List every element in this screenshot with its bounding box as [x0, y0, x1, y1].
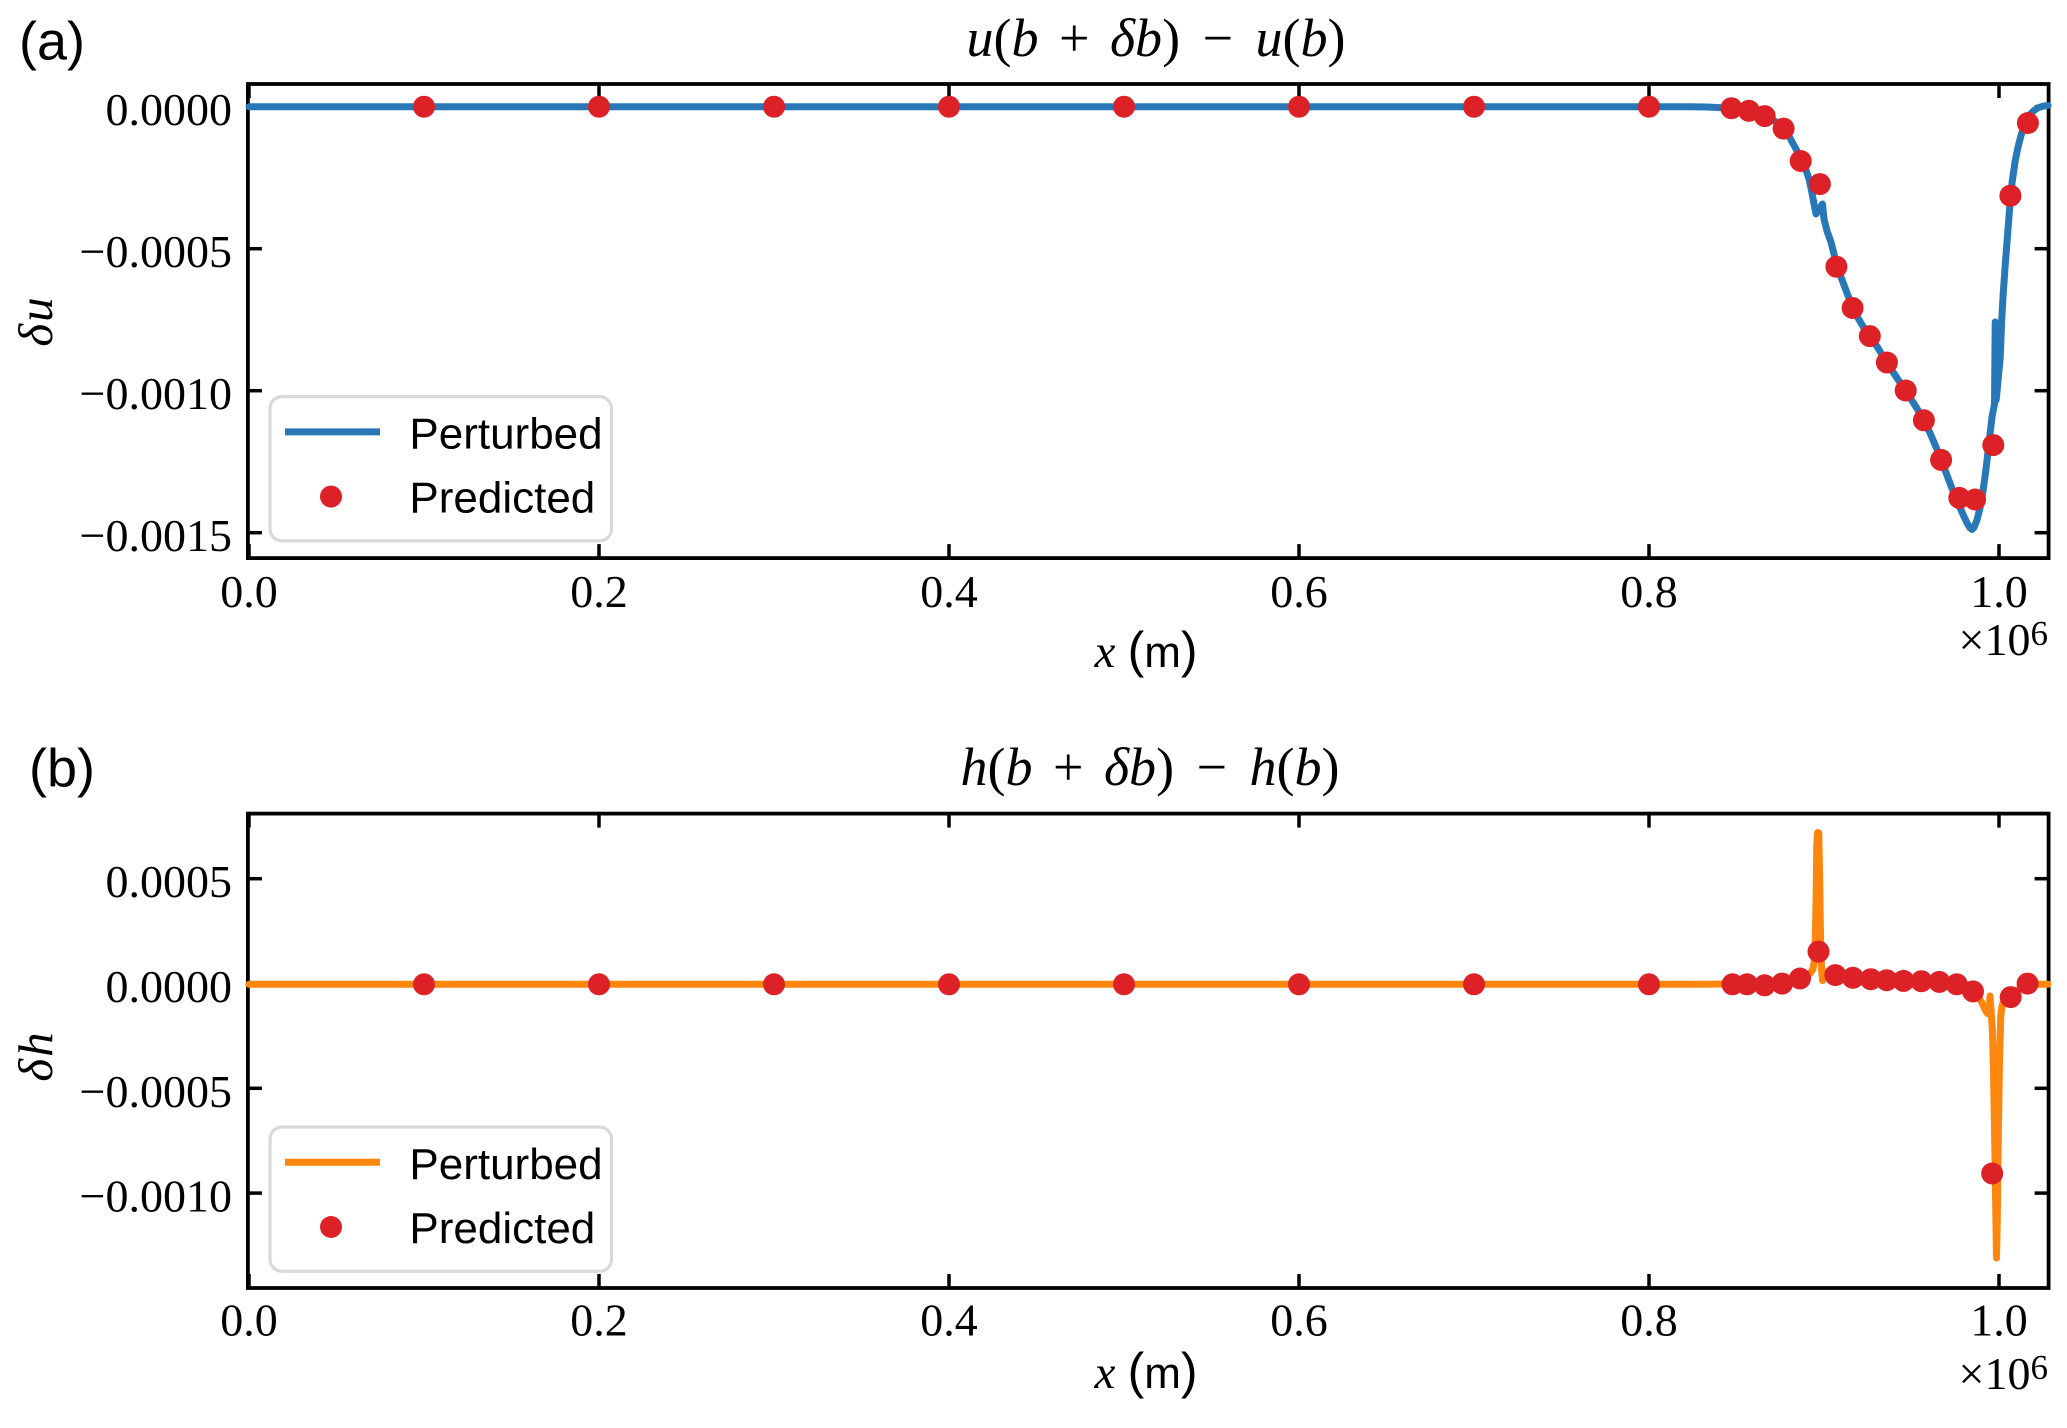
svg-text:Predicted: Predicted [409, 474, 595, 523]
svg-text:−0.0015: −0.0015 [80, 510, 232, 561]
svg-text:δu: δu [8, 295, 63, 346]
svg-text:0.2: 0.2 [570, 1295, 628, 1346]
svg-text:Perturbed: Perturbed [409, 1140, 602, 1189]
svg-text:0.6: 0.6 [1270, 566, 1328, 617]
svg-text:h(b + δb) − h(b): h(b + δb) − h(b) [961, 737, 1340, 797]
svg-text:0.4: 0.4 [920, 566, 978, 617]
svg-text:0.0000: 0.0000 [106, 84, 233, 135]
svg-text:x (m): x (m) [1093, 1343, 1197, 1399]
svg-text:0.4: 0.4 [920, 1295, 978, 1346]
svg-text:×106: ×106 [1959, 1348, 2048, 1399]
svg-text:0.8: 0.8 [1620, 1295, 1678, 1346]
svg-text:x (m): x (m) [1093, 622, 1197, 678]
svg-text:u(b + δb) − u(b): u(b + δb) − u(b) [967, 8, 1346, 68]
svg-text:0.0000: 0.0000 [106, 961, 233, 1012]
svg-text:−0.0010: −0.0010 [80, 1171, 232, 1222]
svg-text:−0.0005: −0.0005 [80, 226, 232, 277]
svg-text:0.0: 0.0 [220, 566, 278, 617]
svg-text:0.2: 0.2 [570, 566, 628, 617]
svg-text:−0.0010: −0.0010 [80, 368, 232, 419]
svg-text:(a): (a) [19, 12, 85, 72]
svg-text:δh: δh [8, 1030, 63, 1081]
svg-text:0.0005: 0.0005 [106, 856, 233, 907]
svg-text:0.6: 0.6 [1270, 1295, 1328, 1346]
svg-text:−0.0005: −0.0005 [80, 1066, 232, 1117]
svg-text:1.0: 1.0 [1970, 1295, 2028, 1346]
svg-text:0.8: 0.8 [1620, 566, 1678, 617]
svg-text:Perturbed: Perturbed [409, 410, 602, 459]
svg-text:1.0: 1.0 [1970, 566, 2028, 617]
svg-text:0.0: 0.0 [220, 1295, 278, 1346]
svg-text:Predicted: Predicted [409, 1204, 595, 1253]
svg-text:(b): (b) [29, 739, 95, 799]
